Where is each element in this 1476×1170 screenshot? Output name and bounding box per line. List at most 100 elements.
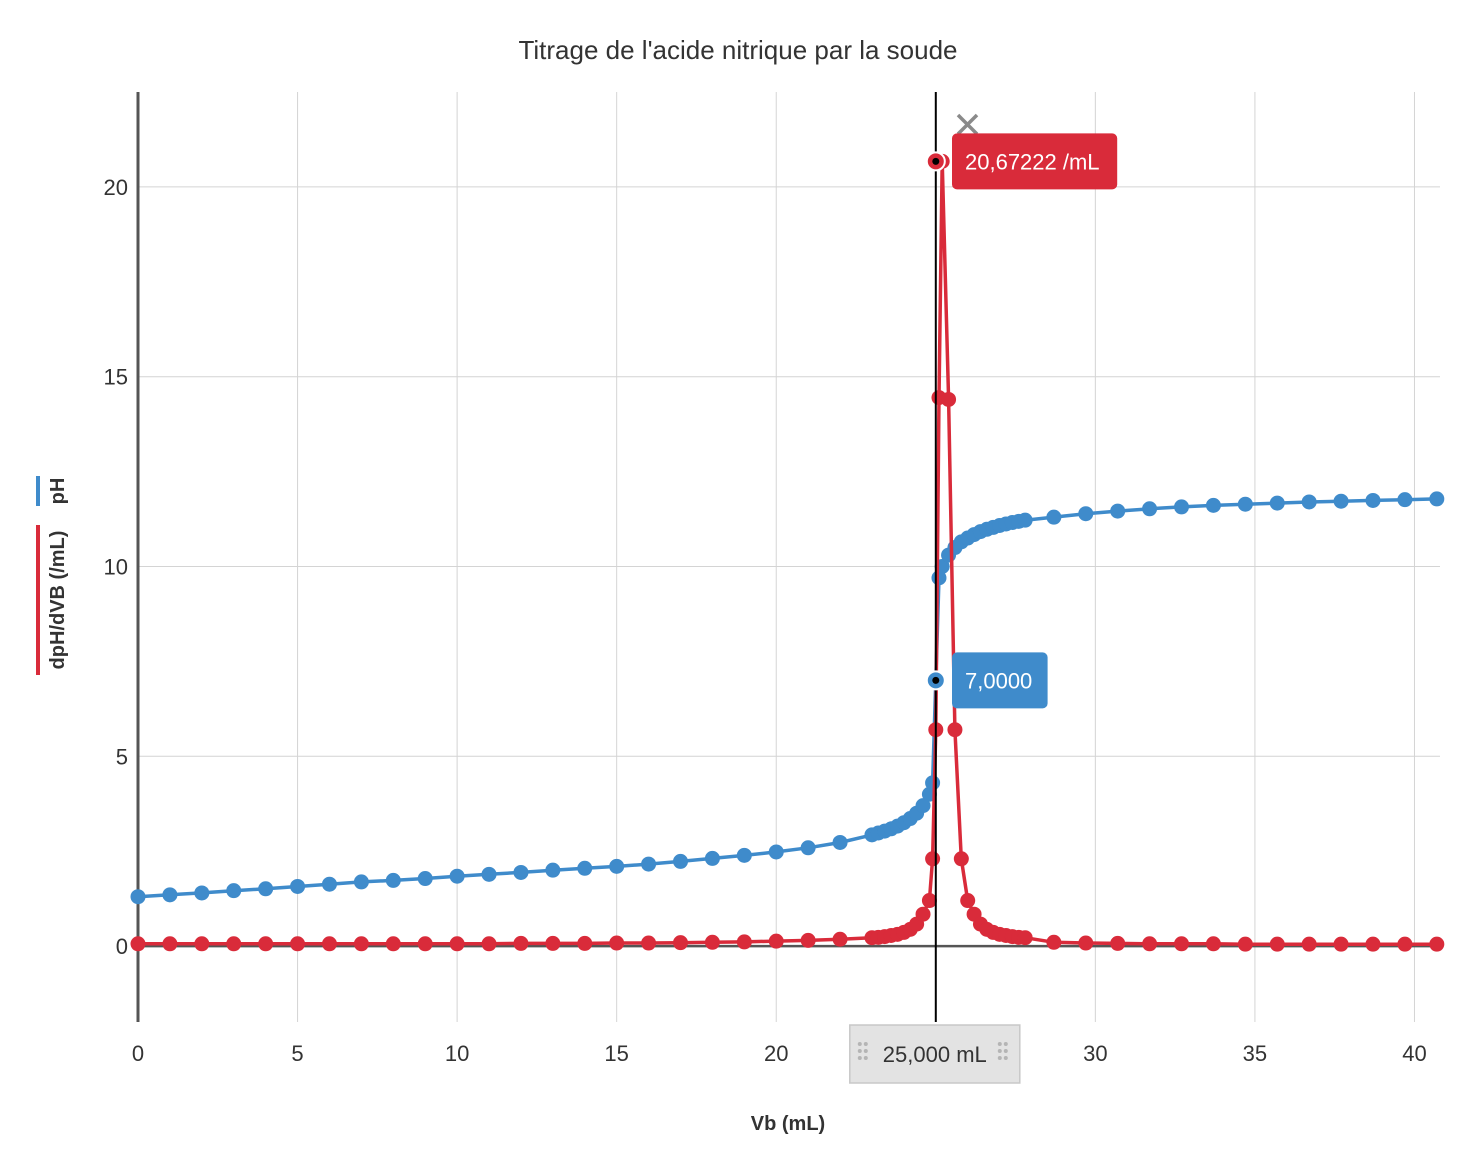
data-point: [481, 866, 497, 882]
drag-dot: [857, 1056, 862, 1060]
cursor-handle[interactable]: 25,000 mL: [849, 1024, 1021, 1084]
data-point: [1333, 936, 1349, 952]
data-point: [226, 936, 242, 952]
legend: pH dpH/dVB (/mL): [36, 476, 69, 675]
data-point: [1269, 495, 1285, 511]
data-point: [417, 936, 433, 952]
data-point: [1046, 934, 1062, 950]
x-tick-label: 20: [764, 1041, 788, 1066]
data-point: [1046, 509, 1062, 525]
data-point: [1301, 936, 1317, 952]
data-point: [832, 834, 848, 850]
drag-dot: [863, 1049, 868, 1053]
data-point: [513, 864, 529, 880]
x-tick-label: 0: [132, 1041, 144, 1066]
legend-label: dpH/dVB (/mL): [47, 531, 69, 670]
data-point: [800, 932, 816, 948]
data-point: [321, 876, 337, 892]
drag-dot: [863, 1042, 868, 1046]
drag-dot: [997, 1042, 1002, 1046]
data-point: [609, 935, 625, 951]
x-axis-title: Vb (mL): [751, 1113, 825, 1135]
data-point: [1078, 935, 1094, 951]
series-line: [138, 159, 1437, 946]
data-point: [417, 871, 433, 887]
chart-title: Titrage de l'acide nitrique par la soude: [518, 35, 957, 65]
drag-handle-icon[interactable]: [857, 1042, 868, 1060]
y-tick-label: 5: [116, 744, 128, 769]
drag-dot: [857, 1042, 862, 1046]
x-tick-label: 35: [1243, 1041, 1267, 1066]
data-point: [941, 391, 957, 407]
drag-dot: [997, 1049, 1002, 1053]
series-derivative: [130, 153, 1445, 952]
tooltip-derivative: 20,67222 /mL: [925, 133, 1118, 190]
data-point: [1365, 492, 1381, 508]
legend-label: pH: [47, 478, 69, 505]
data-point: [385, 872, 401, 888]
data-point: [1269, 936, 1285, 952]
tooltip-box: [952, 133, 1118, 190]
data-point: [768, 844, 784, 860]
close-x-icon[interactable]: [956, 113, 979, 136]
x-tick-label: 10: [445, 1041, 469, 1066]
cursor-handle-box[interactable]: [849, 1024, 1021, 1084]
data-point: [1142, 936, 1158, 952]
data-point: [481, 936, 497, 952]
data-point: [545, 862, 561, 878]
drag-dot: [857, 1049, 862, 1053]
data-point: [915, 798, 931, 814]
x-tick-label: 5: [291, 1041, 303, 1066]
tooltip-label: 7,0000: [965, 668, 1032, 693]
data-point: [545, 935, 561, 951]
data-point: [915, 906, 931, 922]
data-point: [258, 936, 274, 952]
data-point: [226, 883, 242, 899]
data-point: [960, 893, 976, 909]
data-point: [385, 936, 401, 952]
data-point: [1174, 499, 1190, 515]
data-point: [736, 934, 752, 950]
data-point: [673, 935, 688, 951]
data-point: [1237, 936, 1253, 952]
data-point: [449, 936, 465, 952]
data-point: [609, 858, 625, 874]
drag-handle-icon[interactable]: [997, 1042, 1008, 1060]
drag-dot: [997, 1056, 1002, 1060]
data-point: [947, 722, 963, 738]
data-point: [736, 847, 752, 863]
data-point: [1237, 496, 1253, 512]
highlight-center: [932, 676, 940, 684]
data-point: [704, 934, 720, 950]
drag-dot: [1003, 1049, 1008, 1053]
data-point: [290, 878, 306, 894]
data-point: [1397, 936, 1413, 952]
data-point: [1110, 503, 1126, 519]
data-point: [953, 851, 969, 867]
data-point: [130, 936, 146, 952]
drag-dot: [1003, 1056, 1008, 1060]
x-tick-label: 15: [604, 1041, 628, 1066]
data-point: [194, 936, 210, 952]
data-point: [577, 935, 593, 951]
data-point: [1174, 936, 1190, 952]
y-tick-label: 0: [116, 934, 128, 959]
data-point: [921, 893, 937, 909]
data-point: [1142, 501, 1158, 517]
data-point: [1301, 494, 1317, 510]
data-point: [513, 935, 529, 951]
cursor-value-label[interactable]: 25,000 mL: [883, 1042, 987, 1067]
drag-dot: [863, 1056, 868, 1060]
data-point: [258, 881, 274, 897]
data-point: [353, 936, 369, 952]
data-point: [1110, 935, 1126, 951]
cursor-layer[interactable]: 25,000 mL: [849, 92, 1021, 1084]
data-point: [577, 860, 593, 876]
data-point: [925, 851, 941, 867]
data-point: [1365, 936, 1381, 952]
data-point: [353, 874, 369, 890]
data-point: [1205, 497, 1221, 513]
data-point: [1078, 506, 1094, 522]
tooltip-box: [952, 652, 1048, 709]
